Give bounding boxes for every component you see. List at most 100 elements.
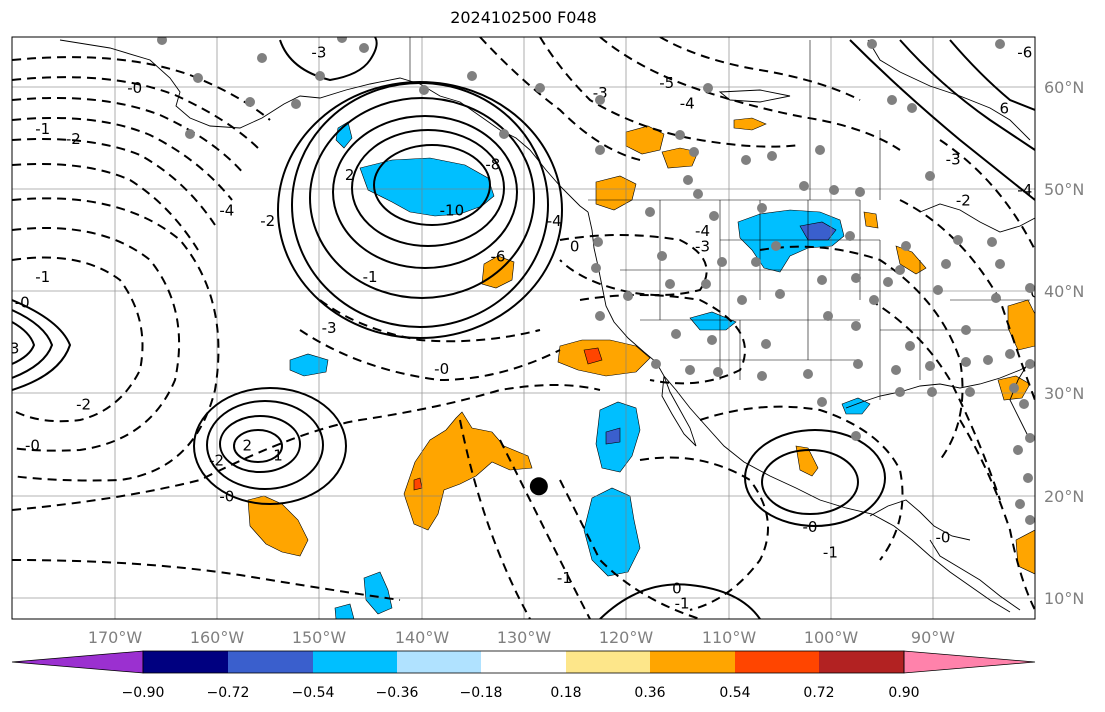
lon-tick-label: 90°W	[911, 628, 955, 647]
coastlines	[59, 39, 1035, 613]
colorbar-bin	[228, 651, 313, 673]
map-frame	[11, 36, 1036, 620]
colorbar-bin	[397, 651, 481, 673]
positive-anomaly-region	[733, 117, 767, 131]
contour-label: -6	[1017, 43, 1032, 61]
contour-label: -1	[557, 569, 572, 587]
shaded-anomaly-regions	[247, 117, 1035, 619]
contour-label: -10	[440, 202, 465, 220]
positive-anomaly-region	[557, 339, 651, 377]
negative-anomaly-region	[363, 571, 393, 615]
contour-label: 0	[570, 237, 580, 255]
contour-label: -3	[5, 339, 20, 357]
lon-tick-label: 160°W	[190, 628, 245, 647]
contour-label: 0	[672, 579, 682, 597]
map-gridlines	[12, 37, 1035, 619]
strong-negative-anomaly-region	[605, 427, 621, 445]
colorbar-tick-label: 0.36	[634, 685, 665, 701]
lat-tick-labels: 60°N 50°N 40°N 30°N 20°N 10°N	[1044, 78, 1084, 608]
contour-label: -6	[490, 248, 505, 266]
colorbar-tick-label: −0.18	[460, 685, 503, 701]
dashed-contours	[12, 37, 1035, 619]
contour-label: -2	[76, 396, 91, 414]
contour-label: 0	[1030, 283, 1040, 301]
lon-tick-label: 110°W	[702, 628, 757, 647]
lon-tick-label: 150°W	[292, 628, 347, 647]
colorbar-tick-label: −0.36	[376, 685, 419, 701]
contour-label: -4	[547, 212, 562, 230]
contour-label: -3	[695, 237, 710, 255]
lat-tick-label: 30°N	[1044, 384, 1084, 403]
colorbar-bin	[735, 651, 819, 673]
contour-label: -3	[322, 319, 337, 337]
lat-tick-label: 60°N	[1044, 78, 1084, 97]
colorbar-extend-min	[11, 650, 144, 674]
contour-label: 2	[345, 166, 355, 184]
lat-tick-label: 40°N	[1044, 282, 1084, 301]
colorbar-tick-label: −0.54	[292, 685, 335, 701]
lon-tick-label: 140°W	[395, 628, 450, 647]
colorbar-tick-label: 0.18	[550, 685, 581, 701]
contour-label: -2	[956, 191, 971, 209]
contour-label: 6	[1000, 99, 1010, 117]
colorbar-tick-label: −0.90	[122, 685, 165, 701]
contour-label: -1	[823, 544, 838, 562]
colorbar-tick-label: 0.54	[719, 685, 750, 701]
colorbar-tick-label: −0.72	[207, 685, 250, 701]
contour-label: -3	[311, 43, 326, 61]
colorbar-tick-labels: −0.90 −0.72 −0.54 −0.36 −0.18 0.18 0.36 …	[122, 685, 920, 701]
positive-anomaly-region	[895, 245, 927, 275]
contour-label: -4	[695, 222, 710, 240]
positive-anomaly-region	[403, 411, 533, 531]
contour-label: -8	[485, 156, 500, 174]
contour-label: -5	[659, 74, 674, 92]
positive-anomaly-region	[863, 211, 879, 229]
contour-label: -2	[260, 212, 275, 230]
colorbar-bin	[819, 651, 904, 673]
colorbar-bin	[143, 651, 228, 673]
negative-anomaly-region	[334, 603, 355, 619]
lon-tick-label: 100°W	[804, 628, 859, 647]
positive-anomaly-region	[795, 445, 819, 477]
lon-tick-label: 170°W	[88, 628, 143, 647]
contour-label: 2	[243, 436, 253, 454]
negative-anomaly-region	[689, 311, 737, 331]
solid-contours	[12, 37, 1035, 619]
lon-tick-labels: 170°W 160°W 150°W 140°W 130°W 120°W 110°…	[88, 628, 955, 647]
map-plot-area: -3-0-1-2-4-22-8-10-6-40-1-3-1-0-3-0-0-2-…	[5, 37, 1040, 619]
contour-label: -2	[66, 130, 81, 148]
colorbar-tick-label: 0.90	[888, 685, 919, 701]
contour-label: -0	[219, 487, 234, 505]
colorbar-outline	[142, 650, 905, 674]
contour-label: -0	[127, 79, 142, 97]
colorbar-bin	[566, 651, 650, 673]
contour-label: 1	[273, 447, 283, 465]
contour-label: -0	[802, 518, 817, 536]
positive-anomaly-region	[1007, 299, 1035, 351]
contour-label: -4	[1017, 181, 1032, 199]
contour-label: -3	[946, 151, 961, 169]
contour-label: -0	[935, 528, 950, 546]
colorbar-extend-max	[903, 650, 1036, 674]
lon-tick-label: 130°W	[497, 628, 552, 647]
contour-label: -1	[35, 268, 50, 286]
contour-label: -0	[15, 293, 30, 311]
colorbar-bin	[313, 651, 397, 673]
strong-positive-anomaly-region	[583, 347, 603, 365]
colorbar-tick-label: 0.72	[803, 685, 834, 701]
contour-label: -1	[363, 268, 378, 286]
colorbar	[11, 650, 1036, 674]
contour-label: -1	[35, 120, 50, 138]
storm-marker	[529, 477, 548, 496]
lat-tick-label: 10°N	[1044, 589, 1084, 608]
colorbar-bin	[481, 651, 566, 673]
lat-tick-label: 20°N	[1044, 487, 1084, 506]
positive-anomaly-region	[247, 495, 309, 557]
station-dots	[157, 37, 1035, 525]
contour-label: -0	[25, 436, 40, 454]
negative-anomaly-region	[583, 487, 641, 577]
contour-label: -4	[219, 202, 234, 220]
contour-label: -4	[680, 94, 695, 112]
negative-anomaly-region	[289, 353, 329, 377]
contour-label: -2	[209, 452, 224, 470]
